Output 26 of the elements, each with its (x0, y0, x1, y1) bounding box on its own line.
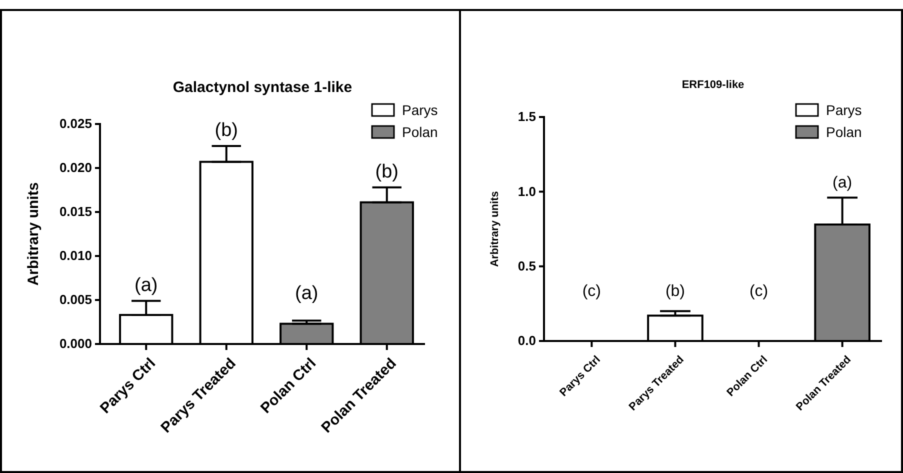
y-axis-title: Arbitrary units (489, 191, 501, 267)
y-tick-label: 0.5 (518, 258, 536, 274)
legend-label: Parys (826, 102, 862, 118)
y-tick-label: 0.000 (59, 336, 92, 352)
legend-label: Parys (402, 102, 438, 118)
annotation: (c) (582, 283, 602, 300)
y-tick-label: 0.025 (59, 116, 92, 132)
y-axis-title: Arbitrary units (25, 182, 42, 286)
chart-title: Galactynol syntase 1-like (172, 79, 352, 96)
annotation: (b) (214, 120, 238, 141)
y-tick-label: 0.015 (59, 204, 92, 220)
y-tick-label: 1.5 (518, 109, 536, 124)
y-tick-label: 0.020 (59, 160, 92, 176)
y-tick-label: 0.005 (59, 292, 92, 308)
annotation: (b) (665, 283, 686, 300)
annotation: (a) (134, 274, 158, 296)
annotation: (a) (832, 174, 852, 192)
y-tick-label: 1.0 (518, 184, 536, 199)
annotation: (b) (375, 161, 398, 182)
legend-label: Polan (826, 124, 862, 140)
y-tick-label: 0.010 (59, 248, 92, 264)
annotation: (c) (749, 283, 768, 300)
legend-label: Polan (402, 124, 438, 140)
y-tick-label: 0.0 (518, 333, 536, 348)
annotation: (a) (295, 283, 318, 304)
chart-title: ERF109-like (682, 79, 744, 91)
